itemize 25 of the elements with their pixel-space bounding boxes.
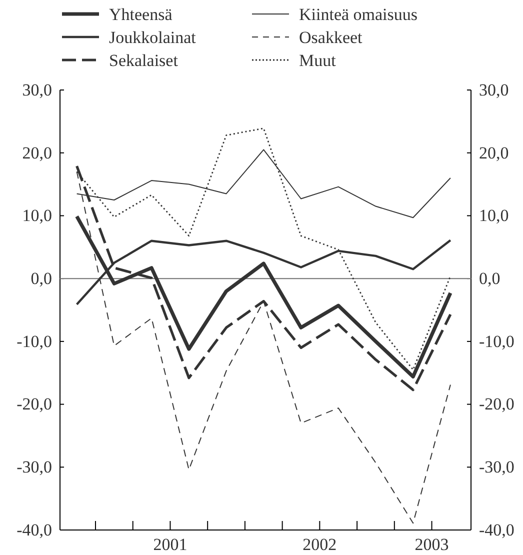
- y2-tick-label: -40,0: [479, 520, 514, 540]
- y2-tick-label: 10,0: [479, 206, 509, 226]
- y-tick-label: 10,0: [22, 206, 52, 226]
- legend-label: Sekalaiset: [109, 51, 178, 70]
- text: 2003: [414, 535, 449, 554]
- y2-tick-label: -30,0: [479, 458, 514, 477]
- y-tick-label: 20,0: [22, 143, 52, 162]
- text: 2001: [153, 535, 188, 554]
- y-tick-label: -40,0: [16, 520, 52, 540]
- legend-label: Muut: [299, 51, 336, 70]
- y-tick-label: 0,0: [30, 269, 52, 288]
- y-tick-label: 30,0: [22, 80, 52, 100]
- y2-tick-label: 30,0: [479, 80, 509, 100]
- y2-tick-label: -20,0: [479, 394, 514, 414]
- legend-label: Kiinteä omaisuus: [299, 5, 418, 24]
- y-tick-label: -20,0: [16, 394, 52, 414]
- legend-label: Osakkeet: [299, 28, 363, 47]
- y-tick-label: -10,0: [16, 332, 52, 351]
- y-tick-label: -30,0: [16, 458, 52, 477]
- legend-label: Joukkolainat: [109, 28, 196, 47]
- legend-label: Yhteensä: [109, 5, 173, 24]
- y2-tick-label: 20,0: [479, 143, 509, 162]
- y2-tick-label: 0,0: [479, 269, 500, 288]
- text: 2002: [302, 535, 337, 554]
- y2-tick-label: -10,0: [479, 332, 514, 351]
